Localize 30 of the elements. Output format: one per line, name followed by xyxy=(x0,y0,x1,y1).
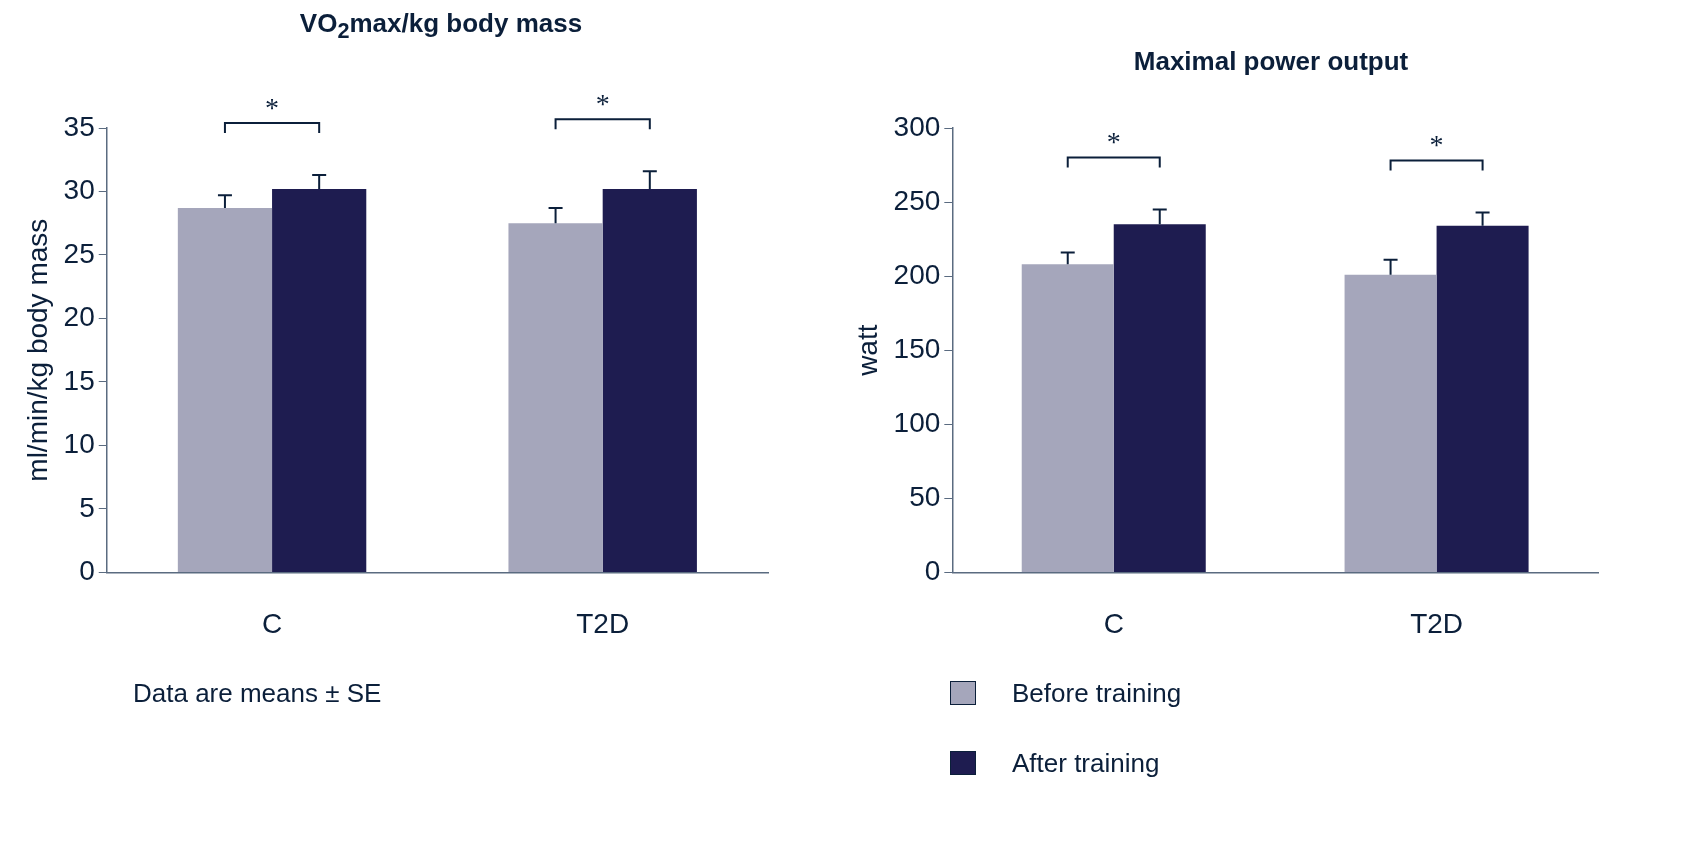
y-axis-title: watt xyxy=(851,324,883,377)
text: * xyxy=(265,91,280,123)
y-tick-label: 30 xyxy=(63,174,95,206)
y-tick-label: 5 xyxy=(79,491,95,523)
y-tick-label: 200 xyxy=(893,258,941,290)
chart-title: VO$_{2}$max/kg body mass xyxy=(298,8,584,46)
legend-label: After training xyxy=(1012,747,1160,779)
y-axis-title: ml/min/kg body mass xyxy=(21,218,53,482)
y-tick-label: 20 xyxy=(63,301,95,333)
y-tick-label: 100 xyxy=(893,406,941,438)
text: * xyxy=(595,88,610,120)
y-tick-label: 150 xyxy=(893,332,941,364)
y-tick-label: 0 xyxy=(924,555,941,587)
legend-label: Before training xyxy=(1012,677,1182,709)
x-tick-label: C xyxy=(261,607,283,639)
y-tick-label: 35 xyxy=(63,110,95,142)
y-tick-label: 10 xyxy=(63,428,95,460)
x-tick-label: C xyxy=(1103,607,1124,639)
chart-title: Maximal power output xyxy=(1132,45,1410,76)
x-tick-label: T2D xyxy=(1410,607,1464,639)
y-tick-label: 25 xyxy=(63,237,95,269)
x-tick-label: T2D xyxy=(576,607,630,639)
y-tick-label: 300 xyxy=(893,110,941,142)
annotation: * xyxy=(1429,129,1444,161)
y-tick-label: 0 xyxy=(79,555,95,587)
y-tick-label: 15 xyxy=(63,364,95,396)
y-tick-label: 50 xyxy=(909,481,941,513)
text: Data are means ± SE xyxy=(133,678,382,709)
annotation: * xyxy=(1106,126,1121,158)
y-tick-label: 250 xyxy=(893,184,941,216)
